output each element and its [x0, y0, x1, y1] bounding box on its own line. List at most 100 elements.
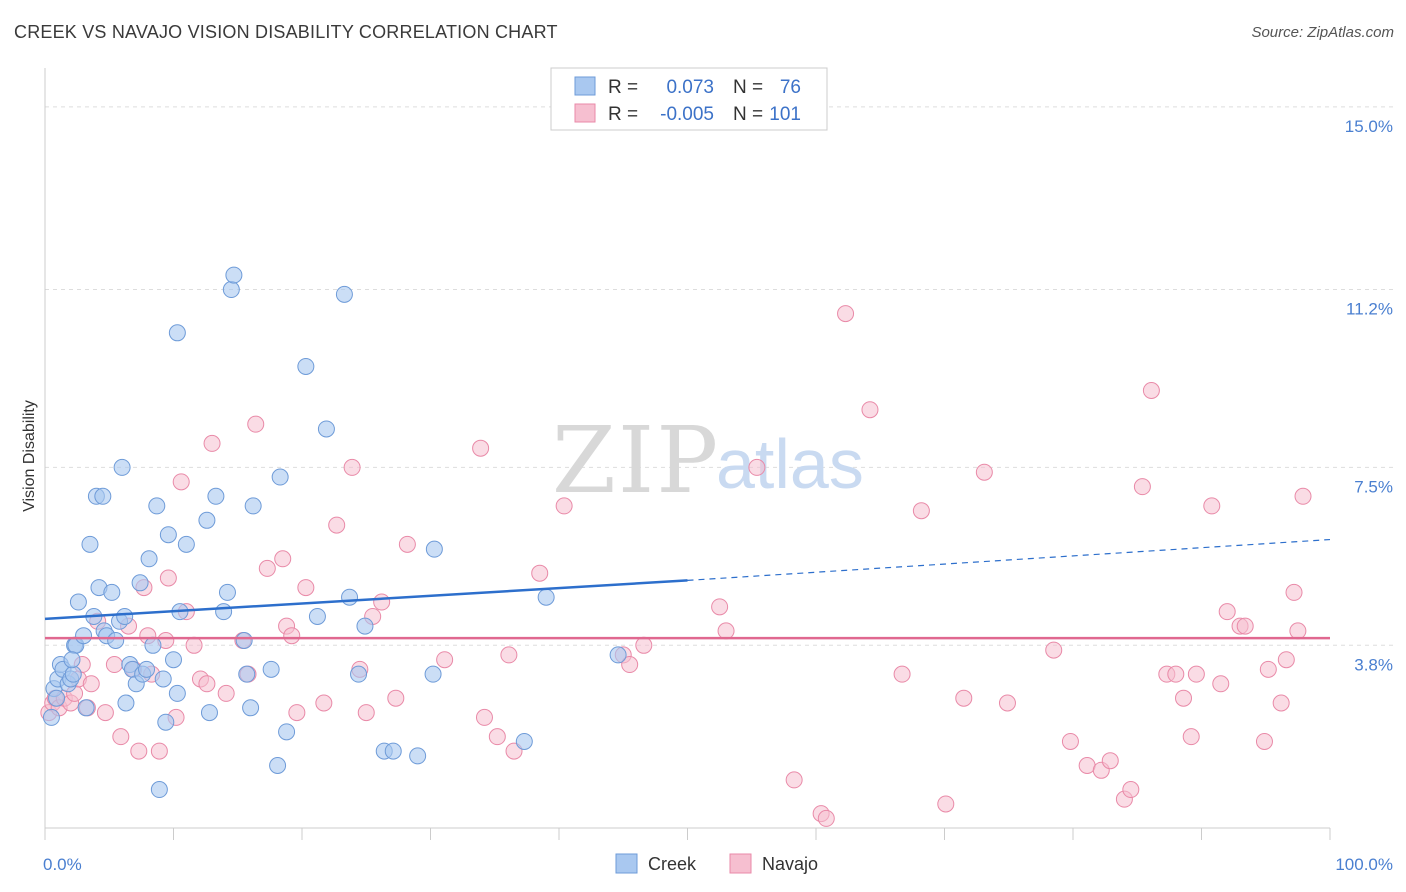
y-tick-label: 11.2% — [1346, 300, 1393, 319]
navajo-point — [203, 434, 221, 452]
navajo-point — [1259, 660, 1277, 678]
creek-point — [425, 540, 443, 558]
source-label: Source: ZipAtlas.com — [1251, 24, 1394, 41]
creek-point — [356, 617, 374, 635]
navajo-point — [283, 627, 301, 645]
navajo-point — [785, 771, 803, 789]
legend-creek-n-label: N = — [733, 77, 763, 98]
navajo-point — [130, 742, 148, 760]
navajo-point — [998, 694, 1016, 712]
creek-point — [94, 487, 112, 505]
navajo-point — [1218, 603, 1236, 621]
navajo-point — [297, 579, 315, 597]
creek-point — [609, 646, 627, 664]
creek-point — [244, 497, 262, 515]
navajo-point — [500, 646, 518, 664]
creek-point — [278, 723, 296, 741]
navajo-point — [717, 622, 735, 640]
navajo-point — [150, 742, 168, 760]
navajo-point — [837, 305, 855, 323]
navajo-point — [555, 497, 573, 515]
navajo-point — [711, 598, 729, 616]
navajo-point — [1045, 641, 1063, 659]
creek-point — [207, 487, 225, 505]
navajo-point — [343, 458, 361, 476]
creek-point — [165, 651, 182, 669]
navajo-point — [398, 535, 416, 553]
navajo-point — [472, 439, 490, 457]
navajo-point — [1236, 617, 1254, 635]
creek-point — [69, 593, 87, 611]
creek-point — [64, 665, 82, 683]
creek-point — [537, 588, 555, 606]
navajo-point — [112, 728, 130, 746]
navajo-point — [1289, 622, 1307, 640]
creek-point — [225, 266, 243, 284]
creek-point — [271, 468, 289, 486]
navajo-point — [172, 473, 190, 491]
navajo-point — [198, 675, 216, 693]
creek-point — [384, 742, 402, 760]
navajo-point — [893, 665, 911, 683]
creek-point — [350, 665, 368, 683]
navajo-point — [159, 569, 177, 587]
legend-navajo-r-value: -0.005 — [660, 104, 714, 125]
creek-point — [515, 732, 533, 750]
creek-trend-line — [44, 579, 688, 621]
watermark-zip: ZIP — [552, 407, 720, 514]
creek-point — [238, 665, 256, 683]
navajo-point — [315, 694, 333, 712]
legend-creek-r-value: 0.073 — [666, 77, 714, 98]
creek-point — [235, 632, 253, 649]
y-tick-label: 3.8% — [1354, 655, 1393, 674]
navajo-point — [373, 593, 391, 611]
bottom-legend-creek-swatch — [615, 853, 638, 874]
y-tick-labels: 3.8% 7.5% 11.2% 15.0% — [1345, 117, 1393, 674]
navajo-series — [40, 305, 1312, 827]
creek-point — [242, 699, 260, 717]
creek-point — [117, 694, 135, 712]
creek-point — [140, 550, 158, 568]
navajo-point — [1167, 665, 1185, 683]
navajo-point — [1122, 781, 1140, 799]
navajo-point — [357, 704, 375, 722]
creek-trend-extension — [687, 538, 1331, 582]
x-tick-labels: 0.0% 100.0% — [43, 855, 1393, 874]
navajo-point — [621, 656, 639, 674]
creek-point — [144, 636, 162, 654]
bottom-legend-creek-label: Creek — [648, 854, 697, 874]
legend-navajo-n-value: 101 — [769, 104, 801, 125]
creek-point — [198, 511, 216, 529]
creek-point — [215, 603, 233, 621]
navajo-point — [1142, 382, 1160, 399]
creek-point — [81, 535, 99, 553]
navajo-point — [748, 458, 766, 476]
series-legend: Creek Navajo — [615, 853, 818, 874]
navajo-point — [817, 809, 835, 827]
creek-point — [424, 665, 442, 683]
creek-point — [131, 574, 149, 592]
navajo-point — [82, 675, 100, 693]
creek-point — [218, 583, 236, 601]
legend-navajo-swatch — [574, 103, 596, 123]
legend-navajo-r-label: R = — [608, 104, 638, 125]
creek-point — [148, 497, 166, 515]
navajo-point — [955, 689, 973, 707]
creek-point — [168, 684, 186, 702]
navajo-point — [1133, 478, 1151, 496]
creek-point — [409, 747, 427, 765]
creek-point — [113, 458, 131, 476]
navajo-point — [635, 636, 653, 654]
navajo-point — [1203, 497, 1221, 515]
y-tick-label: 7.5% — [1354, 477, 1393, 496]
navajo-point — [436, 651, 454, 669]
creek-point — [157, 713, 175, 731]
navajo-point — [1061, 732, 1079, 750]
navajo-point — [1101, 752, 1119, 770]
navajo-point — [217, 684, 235, 702]
x-tick-label: 0.0% — [43, 855, 82, 874]
creek-point — [48, 689, 66, 707]
navajo-point — [1212, 675, 1230, 693]
watermark-atlas: atlas — [716, 425, 864, 503]
